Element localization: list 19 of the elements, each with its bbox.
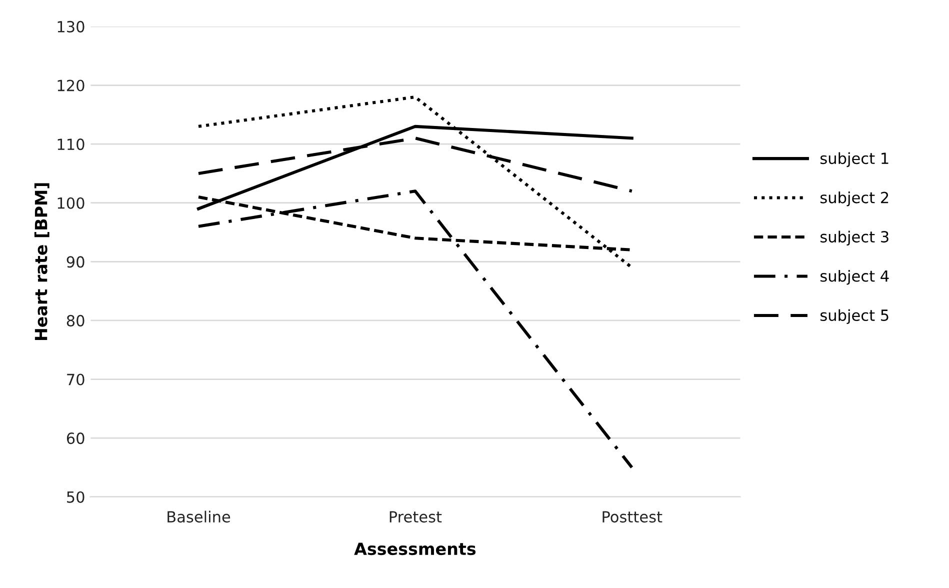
legend-label: subject 5 [820,309,888,324]
legend-label: subject 2 [820,192,888,206]
y-tick-label: 70 [67,374,84,386]
x-axis-title: Assessments [354,542,476,556]
x-tick-label: Pretest [390,511,442,523]
x-tick-label: Posttest [602,511,662,523]
legend-label: subject 1 [820,152,888,168]
legend-label: subject 3 [820,230,888,246]
y-axis-title: Heart rate [BPM] [34,183,50,340]
y-tick-label: 50 [67,491,84,503]
y-tick-label: 110 [58,138,84,150]
y-tick-label: 130 [58,20,84,32]
y-tick-label: 120 [58,80,84,92]
y-tick-label: 100 [58,197,84,209]
legend-label: subject 4 [820,270,889,285]
y-tick-label: 90 [66,256,84,268]
y-tick-label: 80 [66,314,84,326]
y-tick-label: 60 [66,432,84,444]
x-tick-label: Baseline [168,510,230,523]
